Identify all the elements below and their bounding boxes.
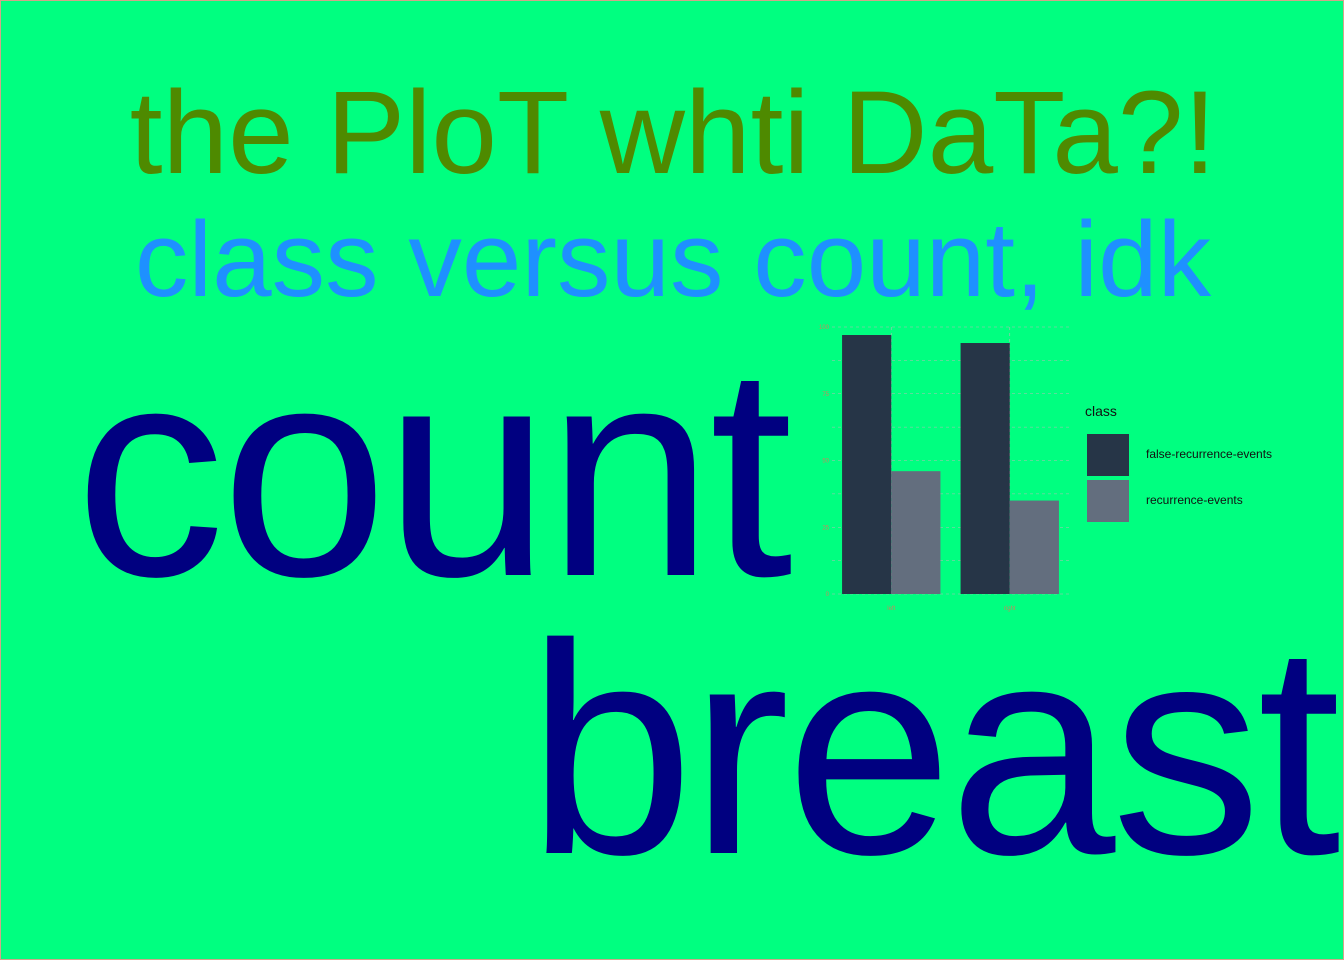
x-tick-label: left [887, 606, 895, 612]
x-axis-label: breast [527, 581, 1341, 917]
y-tick-label: 25 [822, 525, 829, 531]
bar-right-recurrence-events [1009, 500, 1059, 594]
y-tick-label: 0 [826, 592, 830, 598]
legend-swatch-false-recurrence [1087, 434, 1129, 476]
bar-right-false-recurrence-events [960, 343, 1010, 594]
x-tick-label: right [1004, 606, 1016, 612]
legend-label-false-recurrence: false-recurrence-events [1146, 447, 1273, 461]
chart-title: the PloT whti DaTa?! [129, 67, 1217, 199]
chart-subtitle: class versus count, idk [134, 199, 1212, 319]
y-tick-label: 100 [819, 325, 830, 331]
legend-label-recurrence: recurrence-events [1146, 493, 1243, 507]
y-tick-label: 75 [822, 392, 829, 398]
y-tick-label: 50 [822, 459, 829, 465]
legend-title: class [1085, 403, 1117, 419]
legend-swatch-recurrence [1087, 480, 1129, 522]
y-axis-label: count [75, 303, 793, 639]
bar-left-false-recurrence-events [842, 335, 892, 594]
bar-left-recurrence-events [891, 471, 941, 594]
